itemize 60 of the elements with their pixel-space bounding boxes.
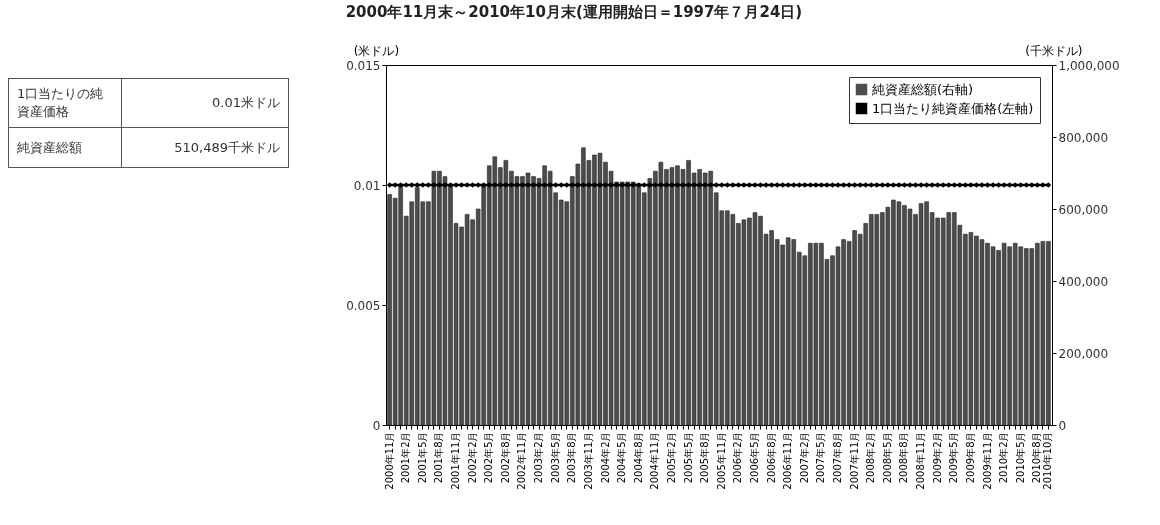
y2-tick-label: 0 xyxy=(1058,418,1067,433)
y-tick-label: 0.005 xyxy=(346,298,381,313)
x-tick-label: 2003年8月 xyxy=(566,431,578,484)
text: 510,489千米ドル xyxy=(121,127,289,168)
legend-label: 純資産総額(右軸) xyxy=(872,81,974,97)
y2-tick-label: 400,000 xyxy=(1058,274,1109,289)
x-tick-label: 2004年8月 xyxy=(632,431,644,484)
x-tick-label: 2001年11月 xyxy=(450,431,462,490)
y2-tick-label: 800,000 xyxy=(1058,130,1109,145)
x-tick-label: 2008年11月 xyxy=(915,431,927,490)
x-tick-label: 2007年2月 xyxy=(798,431,810,484)
x-tick-label: 2005年8月 xyxy=(699,431,711,484)
x-tick-label: 2006年2月 xyxy=(732,431,744,484)
x-tick-label: 2008年5月 xyxy=(881,431,893,484)
x-tick-label: 2010年8月 xyxy=(1031,431,1043,484)
x-tick-label: 2004年5月 xyxy=(616,431,628,484)
text: 1口当たりの純資産価格 xyxy=(8,78,122,128)
x-tick-label: 2008年8月 xyxy=(898,431,910,484)
x-tick-label: 2005年5月 xyxy=(682,431,694,484)
x-tick-label: 2006年11月 xyxy=(782,431,794,490)
x-tick-label: 2007年5月 xyxy=(815,431,827,484)
y2-axis-title: (千米ドル) xyxy=(1025,43,1083,58)
y2-tick-label: 600,000 xyxy=(1058,202,1109,217)
x-tick-label: 2001年8月 xyxy=(433,431,445,484)
x-tick-label: 2007年11月 xyxy=(848,431,860,490)
chart-title: 2000年11月末～2010年10月末(運用開始日＝1997年７月24日) xyxy=(345,3,803,21)
x-tick-label: 2007年8月 xyxy=(832,431,844,484)
x-tick-label: 2000年11月 xyxy=(383,431,395,490)
x-tick-label: 2004年2月 xyxy=(599,431,611,484)
x-tick-label: 2002年2月 xyxy=(466,431,478,484)
x-tick-label: 2006年5月 xyxy=(748,431,760,484)
x-tick-label: 2003年11月 xyxy=(582,431,594,490)
x-tick-label: 2002年11月 xyxy=(516,431,528,490)
x-tick-label: 2010年5月 xyxy=(1014,431,1026,484)
x-tick-label: 2005年11月 xyxy=(715,431,727,490)
x-tick-label: 2009年8月 xyxy=(964,431,976,484)
legend-label: 1口当たり純資産価格(左軸) xyxy=(872,100,1034,116)
x-tick-label: 2010年2月 xyxy=(998,431,1010,484)
x-tick-label: 2002年5月 xyxy=(483,431,495,484)
y2-tick-label: 200,000 xyxy=(1058,346,1109,361)
x-tick-label: 2009年11月 xyxy=(981,431,993,490)
x-tick-label: 2009年2月 xyxy=(931,431,943,484)
x-tick-label: 2001年2月 xyxy=(400,431,412,484)
x-tick-label: 2003年5月 xyxy=(549,431,561,484)
x-tick-label: 2004年11月 xyxy=(649,431,661,490)
x-tick-label: 2005年2月 xyxy=(665,431,677,484)
y-tick-label: 0 xyxy=(372,418,381,433)
text: 純資産総額 xyxy=(8,127,122,168)
x-tick-label: 2001年5月 xyxy=(416,431,428,484)
y2-tick-label: 1,000,000 xyxy=(1058,58,1120,73)
x-tick-label: 2009年5月 xyxy=(948,431,960,484)
x-tick-label: 2006年8月 xyxy=(765,431,777,484)
x-tick-label: 2002年8月 xyxy=(499,431,511,484)
x-tick-label: 2010年10月 xyxy=(1042,431,1054,490)
x-tick-label: 2003年2月 xyxy=(533,431,545,484)
y-tick-label: 0.01 xyxy=(353,178,381,193)
y-axis-title: (米ドル) xyxy=(353,43,400,58)
text: 0.01米ドル xyxy=(121,78,289,128)
x-tick-label: 2008年2月 xyxy=(865,431,877,484)
y-tick-label: 0.015 xyxy=(346,58,381,73)
